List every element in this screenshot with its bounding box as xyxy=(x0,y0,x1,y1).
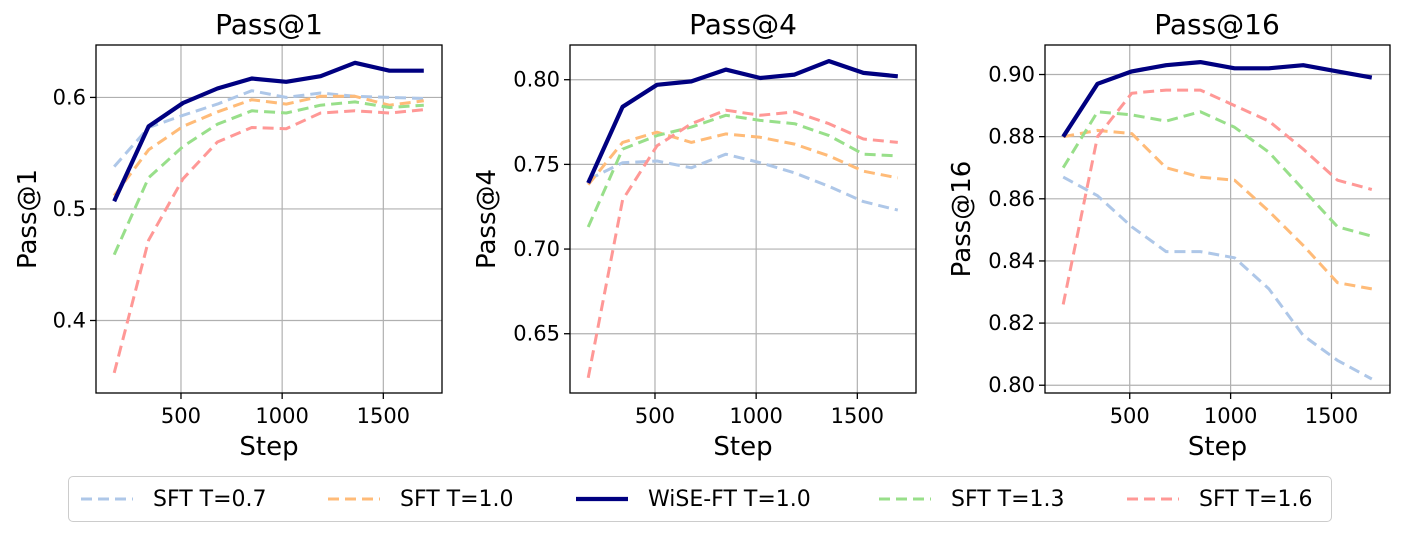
chart-title: Pass@16 xyxy=(1154,8,1280,41)
series-line-sft-t-1-3 xyxy=(586,113,898,228)
y-tick-label: 0.80 xyxy=(513,68,560,92)
y-tick-label: 0.80 xyxy=(988,373,1035,397)
y-tick-label: 0.82 xyxy=(988,311,1035,335)
series-line-sft-t-0-7 xyxy=(113,89,424,168)
legend-swatch-wise-ft-t-1-0 xyxy=(576,496,628,502)
series-line-sft-t-0-7 xyxy=(587,152,899,212)
x-tick-label: 1000 xyxy=(1204,404,1257,428)
x-axis-label: Step xyxy=(239,432,298,462)
legend-label: WiSE-FT T=1.0 xyxy=(648,486,811,512)
legend-item-sft-t-1-0: SFT T=1.0 xyxy=(326,477,514,521)
chart-panel-pass-16: 500 1000 1500 0.80 0.82 0.84 0.86 0.88 0.90 Pass@… xyxy=(947,8,1391,462)
legend-swatch-sft-t-1-6 xyxy=(1127,497,1179,501)
y-tick-label: 0.6 xyxy=(53,85,86,109)
x-tick-label: 1000 xyxy=(729,404,782,428)
series-line-sft-t-1-3 xyxy=(112,100,424,256)
legend-swatch-sft-t-1-0 xyxy=(328,497,380,501)
legend-label: SFT T=1.6 xyxy=(1199,486,1313,512)
plot-frame xyxy=(1044,44,1391,394)
legend-label: SFT T=0.7 xyxy=(153,486,267,512)
y-axis-label: Pass@1 xyxy=(13,169,43,269)
y-tick-label: 0.88 xyxy=(988,125,1035,149)
legend-swatch-sft-t-1-3 xyxy=(879,497,931,501)
y-tick-label: 0.65 xyxy=(513,322,560,346)
legend-item-sft-t-0-7: SFT T=0.7 xyxy=(79,477,267,521)
series-line-wise-ft-t-1-0 xyxy=(586,58,899,184)
series-line-sft-t-1-6 xyxy=(1061,88,1373,305)
plot-frame xyxy=(569,44,917,394)
series-line-sft-t-1-6 xyxy=(112,108,424,374)
x-tick-label: 1500 xyxy=(1305,404,1358,428)
y-tick-label: 0.90 xyxy=(988,63,1035,87)
series-line-sft-t-0-7 xyxy=(1062,175,1373,381)
y-tick-label: 0.75 xyxy=(513,152,560,176)
y-tick-label: 0.84 xyxy=(988,249,1035,273)
x-tick-label: 1500 xyxy=(357,404,410,428)
chart-title: Pass@4 xyxy=(689,8,797,41)
figure-canvas: 500 1000 1500 0.4 0.5 0.6 Pass@1 Step Pass@1 500 1… xyxy=(13,8,1391,462)
legend: SFT T=0.7 SFT T=1.0 WiSE-FT T=1.0 SFT T=1.3… xyxy=(68,476,1332,522)
y-axis-label: Pass@4 xyxy=(472,169,502,269)
chart-panel-pass-1: 500 1000 1500 0.4 0.5 0.6 Pass@1 Step Pass@1 xyxy=(13,8,443,462)
y-tick-label: 0.86 xyxy=(988,187,1035,211)
series-line-sft-t-1-6 xyxy=(586,108,898,379)
x-tick-label: 500 xyxy=(1110,404,1150,428)
series-line-sft-t-1-0 xyxy=(113,94,424,197)
y-tick-label: 0.70 xyxy=(513,237,560,261)
x-tick-label: 500 xyxy=(161,404,201,428)
x-axis-label: Step xyxy=(713,432,772,462)
legend-item-sft-t-1-3: SFT T=1.3 xyxy=(877,477,1065,521)
series-line-sft-t-1-0 xyxy=(1062,128,1373,291)
x-axis-label: Step xyxy=(1188,432,1247,462)
series-line-sft-t-1-3 xyxy=(1061,110,1373,238)
x-tick-label: 1000 xyxy=(255,404,308,428)
legend-label: SFT T=1.0 xyxy=(400,486,514,512)
x-tick-label: 500 xyxy=(635,404,675,428)
series-line-sft-t-1-0 xyxy=(587,130,899,186)
chart-panel-pass-4: 500 1000 1500 0.65 0.70 0.75 0.80 Pass@4 Step Pas… xyxy=(472,8,917,462)
legend-item-wise-ft-t-1-0: WiSE-FT T=1.0 xyxy=(574,477,811,521)
legend-swatch-sft-t-0-7 xyxy=(81,497,133,501)
series-line-wise-ft-t-1-0 xyxy=(1061,59,1373,138)
y-axis-label: Pass@16 xyxy=(947,161,977,278)
legend-item-sft-t-1-6: SFT T=1.6 xyxy=(1125,477,1313,521)
plot-frame xyxy=(95,44,443,394)
y-tick-label: 0.5 xyxy=(53,197,86,221)
x-tick-label: 1500 xyxy=(831,404,884,428)
series-line-wise-ft-t-1-0 xyxy=(112,60,424,203)
legend-label: SFT T=1.3 xyxy=(951,486,1065,512)
chart-title: Pass@1 xyxy=(215,8,323,41)
y-tick-label: 0.4 xyxy=(53,309,86,333)
